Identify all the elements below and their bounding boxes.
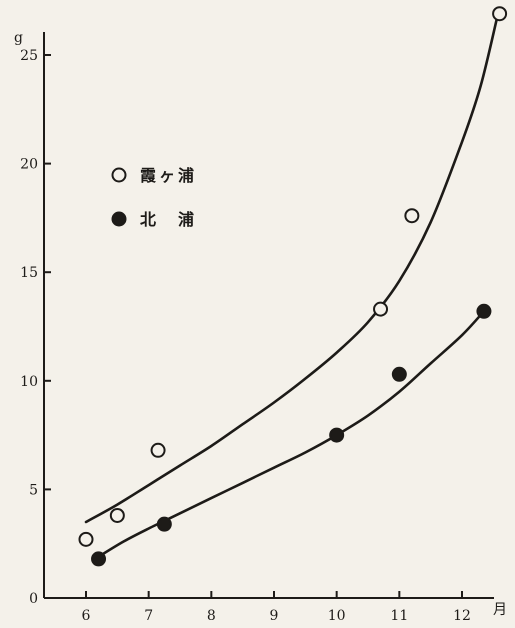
x-tick-label: 6: [82, 608, 91, 624]
data-point-open: [492, 6, 508, 22]
data-point-filled: [476, 303, 492, 319]
x-tick-label: 12: [453, 608, 471, 624]
y-tick-label: 0: [29, 591, 38, 607]
legend-marker-open-circle: [111, 167, 127, 183]
x-tick-label: 8: [207, 608, 216, 624]
x-tick-label: 9: [270, 608, 279, 624]
legend-label-kitaura: 北 浦: [140, 210, 197, 229]
data-point-open: [404, 208, 420, 224]
x-axis-unit-label: 月: [493, 602, 507, 618]
fit-curve-kitaura: [97, 310, 486, 558]
y-ticks: 0 5 10 15 20 25: [20, 48, 51, 607]
y-tick-label: 20: [20, 157, 38, 173]
fit-curves: [84, 18, 498, 558]
data-point-open: [109, 507, 125, 523]
data-point-filled: [391, 366, 407, 382]
data-point-filled: [156, 516, 172, 532]
x-tick-label: 7: [144, 608, 153, 624]
data-point-filled: [329, 427, 345, 443]
data-point-open: [78, 531, 94, 547]
x-tick-label: 11: [390, 608, 408, 624]
y-axis-unit-label: g: [14, 30, 23, 46]
data-point-open: [373, 301, 389, 317]
data-point-filled: [91, 551, 107, 567]
legend-marker-filled-circle: [111, 211, 127, 227]
y-tick-label: 25: [20, 48, 38, 64]
y-tick-label: 5: [29, 482, 38, 498]
y-tick-label: 15: [20, 265, 38, 281]
x-tick-label: 10: [328, 608, 346, 624]
legend-label-kasumigaura: 霞ヶ浦: [140, 166, 197, 185]
legend: 霞ヶ浦 北 浦: [111, 166, 197, 229]
data-point-open: [150, 442, 166, 458]
y-tick-label: 10: [20, 374, 38, 390]
axes: 0 5 10 15 20 25 6 7 8 9 10 11 12 g 月: [14, 30, 507, 624]
fit-curve-kasumigaura: [84, 18, 498, 524]
data-points: [78, 6, 508, 567]
x-ticks: 6 7 8 9 10 11 12: [82, 591, 471, 624]
